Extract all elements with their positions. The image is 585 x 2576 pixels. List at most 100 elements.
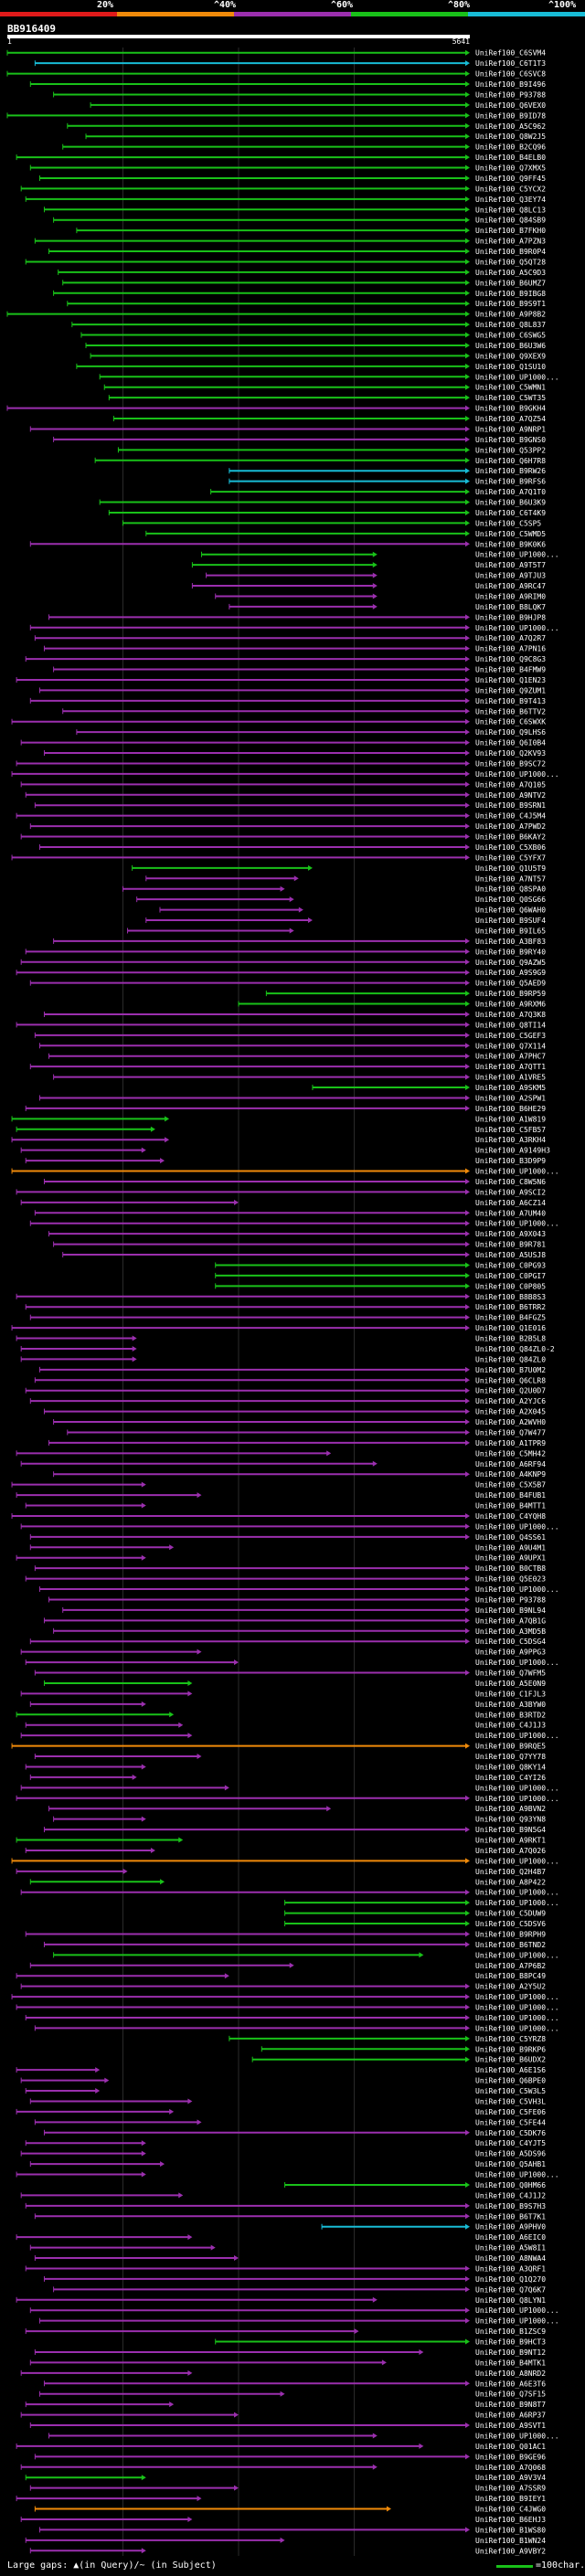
hit-row: UniRef100_A7Q1T0: [210, 488, 546, 496]
hit-label: UniRef100_Q2KV93: [475, 749, 546, 758]
hit-row: UniRef100_B9RFS6: [229, 478, 546, 486]
hit-arrow: [465, 1596, 470, 1603]
hit-label: UniRef100_A7P6B2: [475, 1962, 546, 1970]
hit-arrow: [465, 541, 470, 547]
hit-arrow: [465, 2265, 470, 2272]
hit-row: UniRef100_A3RKH4: [11, 1136, 546, 1144]
hit-row: UniRef100_B2CQ96: [62, 143, 546, 152]
hit-row: UniRef100_B4FMW9: [53, 666, 546, 674]
legend-label: ^40%: [214, 0, 237, 10]
hit-label: UniRef100_UP1000...: [475, 551, 559, 559]
hit-row: UniRef100_A6E1S6: [16, 2066, 546, 2074]
hit-label: UniRef100_A9SCI2: [475, 1188, 546, 1196]
hit-label: UniRef100_B3RTD2: [475, 1711, 546, 1719]
hit-label: UniRef100_B9NL94: [475, 1606, 546, 1615]
hit-row: UniRef100_C4J1J3: [25, 1722, 546, 1730]
hit-label: UniRef100_A9T5T7: [475, 561, 546, 569]
hit-row: UniRef100_UP1000...: [16, 1795, 559, 1803]
hit-label: UniRef100_A6CZ14: [475, 1199, 546, 1207]
hit-row: UniRef100_B3RTD2: [16, 1711, 546, 1719]
hit-row: UniRef100_Q0HM66: [284, 2181, 546, 2189]
hit-row: UniRef100_C4YQH8: [11, 1512, 546, 1521]
hit-row: UniRef100_UP1000...: [29, 624, 559, 632]
hit-row: UniRef100_A9149H3: [20, 1147, 550, 1155]
hit-row: UniRef100_C4J5M4: [16, 812, 546, 821]
hit-arrow: [465, 739, 470, 746]
hit-label: UniRef100_C4J1J2: [475, 2191, 546, 2200]
hit-row: UniRef100_C6T1T3: [34, 59, 546, 68]
hit-row: UniRef100_Q1U5T9: [132, 864, 546, 873]
hit-arrow: [210, 2244, 216, 2251]
hit-arrow: [465, 2046, 470, 2052]
hit-arrow: [465, 729, 470, 736]
hit-arrow: [187, 2516, 193, 2522]
hit-row: UniRef100_A7NT57: [145, 875, 546, 883]
hit-row: UniRef100_A4KNP9: [53, 1470, 546, 1479]
hit-row: UniRef100_Q7YY78: [34, 1753, 546, 1761]
hit-row: UniRef100_B1WS80: [38, 2526, 546, 2534]
hit-row: UniRef100_Q7XMX5: [29, 164, 546, 173]
hit-arrow: [122, 1868, 128, 1874]
legend-label: ^80%: [448, 0, 471, 10]
hit-arrow: [465, 2004, 470, 2010]
hit-arrow: [465, 1272, 470, 1278]
hit-label: UniRef100_A7QTT1: [475, 1063, 546, 1071]
hit-label: UniRef100_B4ELB0: [475, 154, 546, 162]
hit-label: UniRef100_A9P8B2: [475, 311, 546, 319]
hit-arrow: [234, 1199, 239, 1205]
hit-label: UniRef100_B6HE29: [475, 1105, 546, 1113]
hit-row: UniRef100_A6CZ14: [20, 1199, 546, 1207]
hit-row: UniRef100_B9RP59: [265, 990, 546, 998]
hit-arrow: [465, 1220, 470, 1226]
hit-row: UniRef100_UP1000...: [48, 2432, 559, 2440]
hit-arrow: [465, 614, 470, 620]
hit-label: UniRef100_C6T1T3: [475, 59, 546, 68]
hit-row: UniRef100_A3QRF1: [25, 2264, 546, 2273]
hit-row: UniRef100_UP1000...: [11, 1993, 559, 2001]
hit-label: UniRef100_A1TPR9: [475, 1439, 546, 1447]
hit-arrow: [372, 2433, 378, 2439]
hit-arrow: [298, 906, 303, 913]
hit-arrow: [465, 311, 470, 317]
hit-row: UniRef100_B8PC49: [16, 1972, 546, 1980]
hit-arrow: [465, 812, 470, 819]
hit-arrow: [465, 1858, 470, 1864]
hit-row: UniRef100_UP1000...: [29, 2306, 559, 2315]
hit-label: UniRef100_B9S9T1: [475, 300, 546, 308]
hit-label: UniRef100_A3BF83: [475, 938, 546, 946]
hit-label: UniRef100_B9RPH9: [475, 1930, 546, 1938]
hit-arrow: [465, 332, 470, 338]
hit-row: UniRef100_C5SP5: [122, 519, 541, 527]
hit-label: UniRef100_UP1000...: [475, 2171, 559, 2179]
hit-arrow: [465, 207, 470, 213]
hit-arrow: [465, 2213, 470, 2220]
hit-row: UniRef100_A5DS96: [20, 2150, 546, 2158]
hit-label: UniRef100_A9RKT1: [475, 1837, 546, 1845]
hit-label: UniRef100_B9GNS0: [475, 436, 546, 444]
hit-label: UniRef100_C4YI26: [475, 1774, 546, 1782]
hit-arrow: [465, 478, 470, 484]
hit-arrow: [141, 2140, 146, 2147]
hit-arrow: [465, 1994, 470, 2000]
hit-label: UniRef100_B6UMZ7: [475, 279, 546, 287]
hit-label: UniRef100_A2YJC6: [475, 1397, 546, 1405]
hit-label: UniRef100_Q6CLR8: [475, 1376, 546, 1384]
hit-row: UniRef100_A5C9D3: [58, 269, 546, 277]
hit-arrow: [141, 2150, 146, 2157]
hit-row: UniRef100_Q8LYN1: [16, 2296, 546, 2305]
hit-arrow: [465, 143, 470, 150]
hit-label: UniRef100_B8LQK7: [475, 603, 546, 611]
hit-arrow: [372, 603, 378, 610]
hit-label: UniRef100_Q84SB9: [475, 217, 546, 225]
hit-row: UniRef100_A6RP37: [20, 2412, 546, 2420]
hit-row: UniRef100_A9NTV2: [25, 791, 546, 800]
hit-label: UniRef100_C6SVM4: [475, 49, 546, 58]
hit-row: UniRef100_B9GKH4: [6, 405, 546, 413]
hit-row: UniRef100_C6SVC8: [6, 70, 546, 79]
hit-label: UniRef100_B4FMW9: [475, 666, 546, 674]
hit-row: UniRef100_UP1000...: [16, 2171, 559, 2179]
hit-arrow: [465, 1910, 470, 1916]
hit-label: UniRef100_Q1U5T9: [475, 864, 546, 873]
hit-row: UniRef100_C5GEF3: [34, 1032, 546, 1040]
hit-arrow: [141, 1816, 146, 1822]
